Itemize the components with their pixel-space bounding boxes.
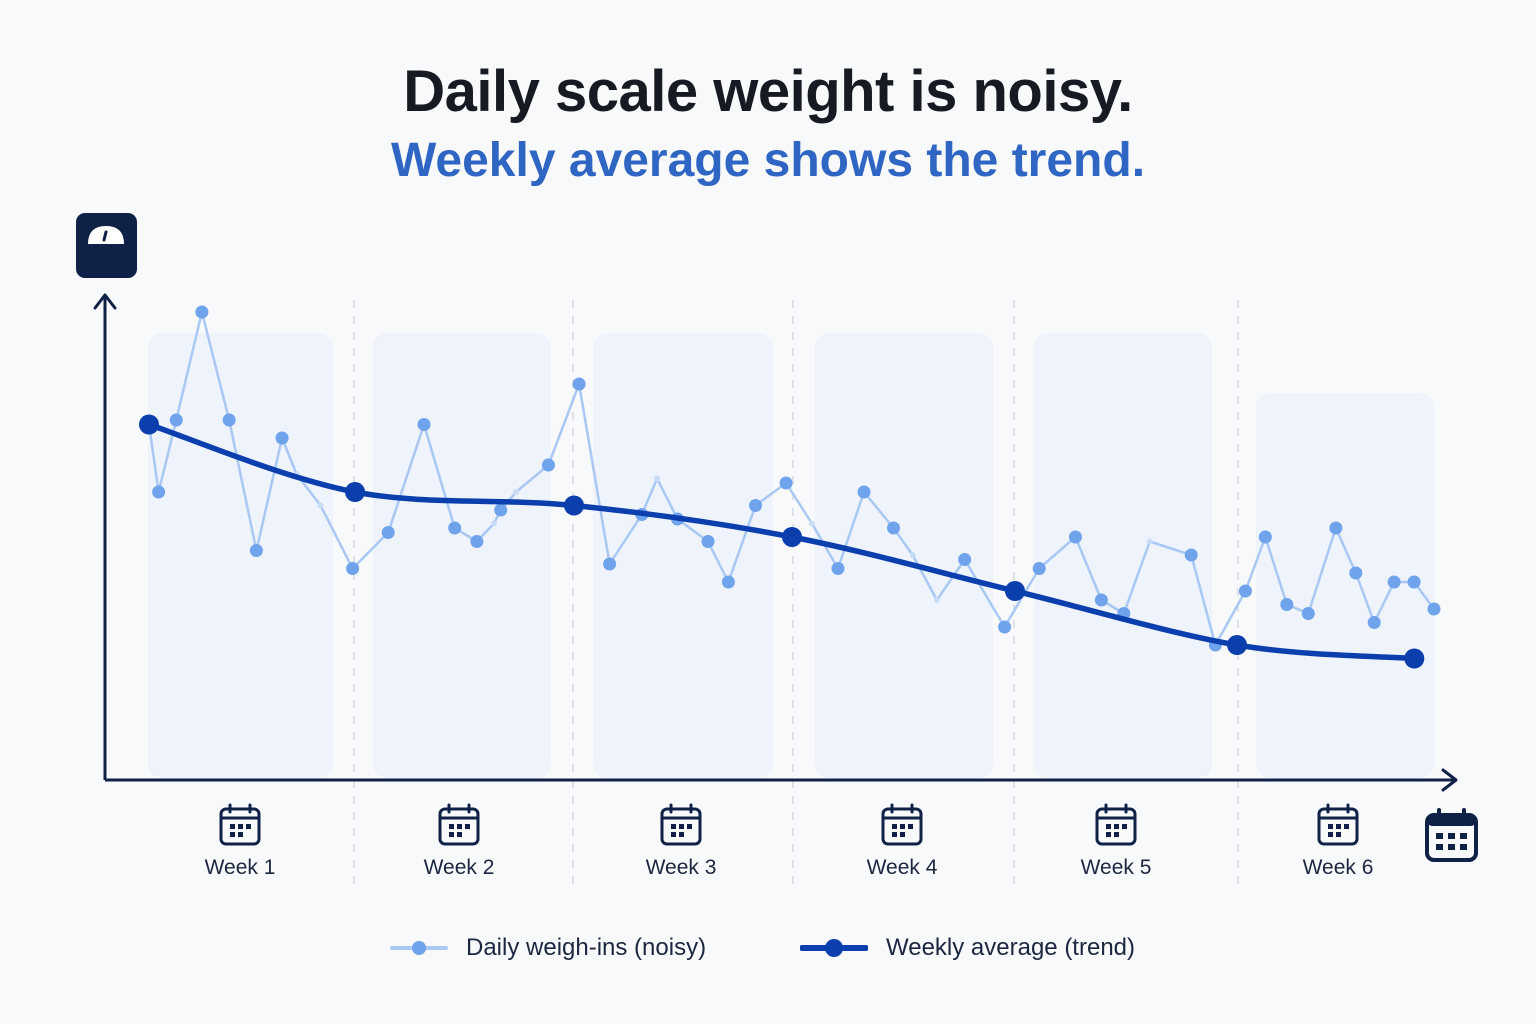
trend-point bbox=[1404, 648, 1425, 669]
week-band-4 bbox=[815, 333, 993, 778]
daily-point bbox=[1032, 562, 1046, 575]
legend-trend-swatch bbox=[800, 939, 868, 957]
legend-item-daily: Daily weigh-ins (noisy) bbox=[390, 926, 706, 970]
calendar-icon bbox=[660, 803, 702, 846]
daily-point bbox=[1146, 538, 1153, 545]
daily-point bbox=[275, 431, 289, 445]
daily-line bbox=[147, 310, 1436, 647]
daily-point bbox=[887, 521, 901, 535]
daily-point bbox=[490, 520, 497, 527]
week-label-6: Week 6 bbox=[1303, 856, 1374, 879]
daily-point bbox=[1184, 548, 1198, 562]
chart-title: Daily scale weight is noisy. bbox=[403, 59, 1133, 124]
daily-point bbox=[494, 503, 508, 517]
daily-point bbox=[541, 458, 555, 472]
daily-point bbox=[169, 413, 183, 427]
daily-point bbox=[1349, 566, 1363, 580]
daily-point bbox=[152, 485, 166, 499]
daily-point bbox=[701, 535, 715, 548]
daily-point bbox=[749, 499, 763, 512]
calendar-icon bbox=[219, 803, 261, 846]
daily-point bbox=[1280, 598, 1294, 611]
daily-point bbox=[448, 521, 462, 535]
daily-point bbox=[249, 544, 263, 557]
legend-daily-swatch bbox=[390, 941, 448, 955]
daily-point bbox=[909, 552, 916, 558]
daily-point bbox=[513, 489, 520, 495]
daily-point bbox=[1258, 530, 1272, 544]
trend-series bbox=[139, 414, 1425, 669]
daily-point bbox=[417, 418, 431, 431]
week-label-4: Week 4 bbox=[867, 856, 938, 879]
daily-point bbox=[933, 597, 940, 603]
trend-point bbox=[1227, 635, 1247, 655]
axes bbox=[93, 293, 1458, 792]
calendar-icon bbox=[1317, 803, 1359, 846]
calendar-icon bbox=[1425, 808, 1478, 862]
trend-point bbox=[564, 495, 584, 516]
daily-point bbox=[603, 557, 617, 571]
calendar-icon bbox=[881, 803, 923, 846]
calendar-icon bbox=[1095, 803, 1137, 846]
daily-point bbox=[857, 485, 871, 499]
week-band-1 bbox=[148, 333, 333, 778]
daily-point bbox=[222, 413, 236, 427]
calendar-icon bbox=[438, 803, 480, 846]
daily-point bbox=[1387, 575, 1401, 589]
daily-point bbox=[721, 575, 735, 589]
legend-item-trend: Weekly average (trend) bbox=[800, 926, 1135, 970]
daily-point bbox=[381, 526, 395, 539]
daily-point bbox=[1094, 593, 1108, 607]
daily-point bbox=[831, 562, 845, 575]
legend-daily-label: Daily weigh-ins (noisy) bbox=[466, 934, 707, 961]
week-band-6 bbox=[1256, 393, 1434, 778]
daily-point bbox=[346, 562, 360, 575]
daily-point bbox=[1427, 602, 1441, 616]
daily-point bbox=[470, 535, 484, 548]
chart-area: Week 1 Week 2 Week 3 Week 4 Week 5 Week 6 bbox=[76, 213, 1478, 892]
daily-point bbox=[1238, 584, 1252, 598]
daily-series bbox=[142, 305, 1441, 652]
week-band-3 bbox=[593, 333, 773, 778]
daily-point bbox=[1329, 521, 1343, 535]
week-band-5 bbox=[1034, 333, 1212, 778]
week-labels: Week 1 Week 2 Week 3 Week 4 Week 5 Week 6 bbox=[205, 803, 1374, 879]
daily-point bbox=[958, 553, 972, 566]
week-label-2: Week 2 bbox=[424, 856, 495, 879]
daily-point bbox=[1407, 575, 1421, 589]
daily-point bbox=[317, 502, 324, 509]
daily-point bbox=[1068, 530, 1082, 544]
daily-point bbox=[572, 377, 586, 391]
y-axis-arrow bbox=[93, 293, 117, 310]
trend-point bbox=[1005, 581, 1025, 601]
week-label-1: Week 1 bbox=[205, 856, 276, 879]
week-band-2 bbox=[373, 333, 551, 778]
daily-point bbox=[654, 475, 661, 482]
daily-point bbox=[1301, 607, 1315, 620]
trend-point bbox=[345, 482, 365, 502]
daily-point bbox=[195, 305, 209, 319]
daily-point bbox=[808, 520, 815, 527]
week-label-5: Week 5 bbox=[1081, 856, 1152, 879]
daily-point bbox=[998, 620, 1012, 634]
legend: Daily weigh-ins (noisy) Weekly average (… bbox=[0, 926, 1536, 970]
week-label-3: Week 3 bbox=[646, 856, 717, 879]
legend-trend-label: Weekly average (trend) bbox=[886, 934, 1135, 961]
trend-point bbox=[139, 414, 159, 435]
daily-point bbox=[1367, 616, 1381, 629]
chart-subtitle: Weekly average shows the trend. bbox=[390, 134, 1146, 187]
daily-point bbox=[779, 476, 793, 490]
x-axis-arrow bbox=[1441, 768, 1458, 792]
trend-point bbox=[782, 527, 802, 547]
week-bands bbox=[148, 333, 1434, 778]
scale-icon bbox=[76, 213, 137, 278]
